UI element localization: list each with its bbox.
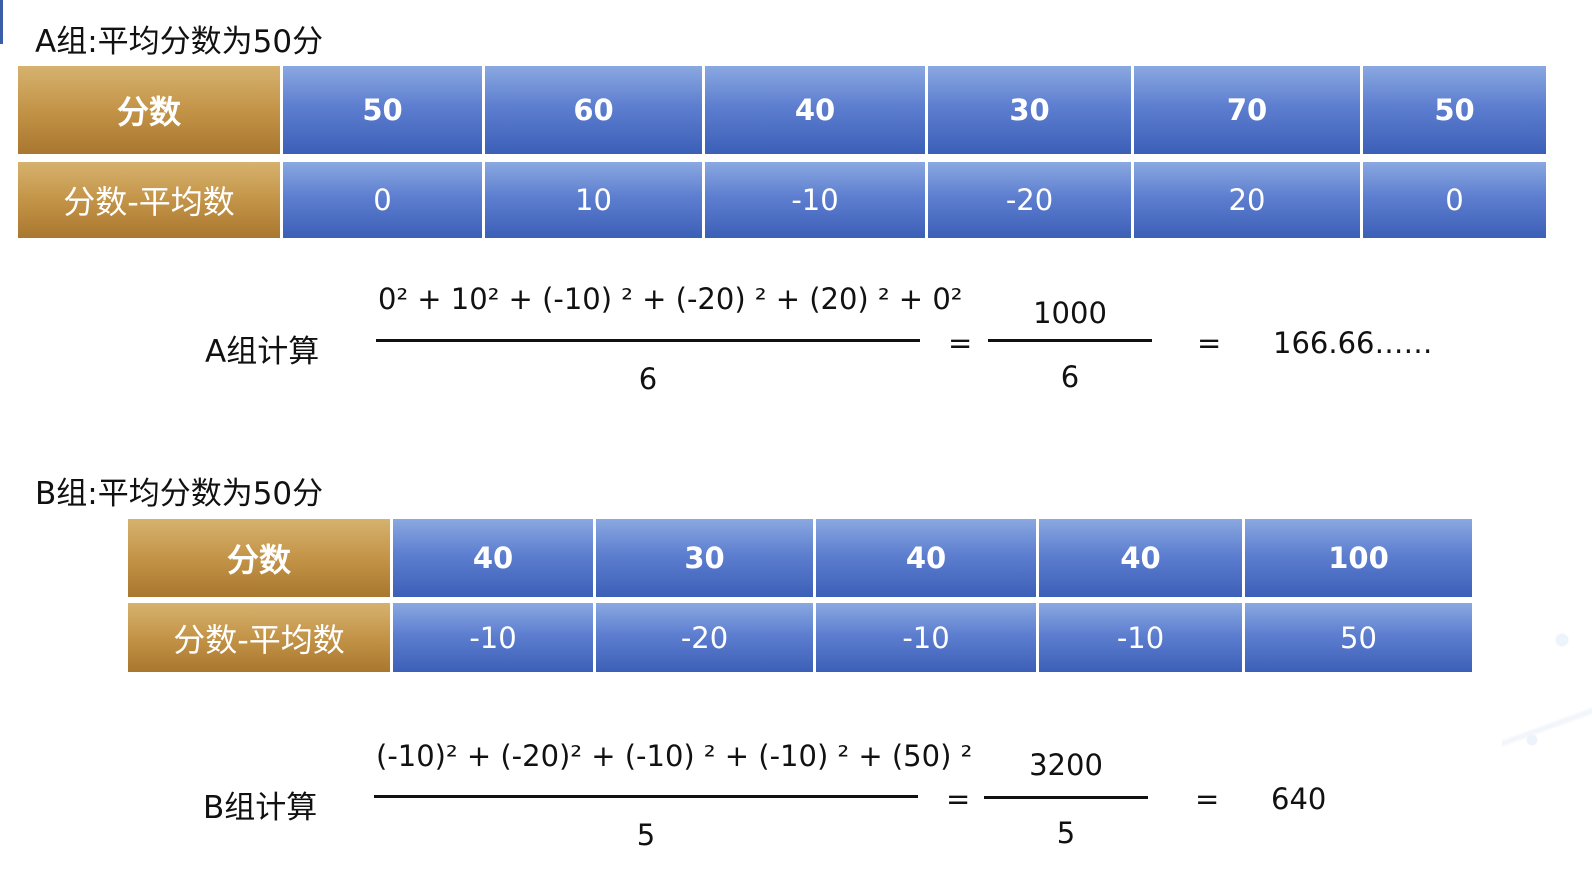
group-a-numerator: 0² + 10² + (-10) ² + (-20) ² + (20) ² + … [378, 282, 963, 316]
group-a-score-cell: 50 [1363, 66, 1546, 154]
group-a-score-cell: 50 [283, 66, 482, 154]
group-a-denominator: 6 [638, 362, 658, 396]
group-b-sum-denominator: 5 [1056, 816, 1076, 850]
group-a-deviation-row: 分数-平均数 0 10 -10 -20 20 0 [18, 162, 1546, 238]
group-b-equals-sign: = [946, 782, 971, 816]
group-a-score-cell: 60 [485, 66, 702, 154]
group-a-equals-sign: = [948, 326, 973, 360]
group-b-denominator: 5 [636, 818, 656, 852]
group-b-sum: 3200 [1029, 748, 1103, 782]
group-b-deviation-cell: -10 [1039, 603, 1242, 672]
group-b-deviation-header: 分数-平均数 [128, 603, 390, 672]
group-b-deviation-cell: -10 [816, 603, 1036, 672]
group-b-score-cell: 40 [393, 519, 593, 597]
slide-edge-accent [0, 0, 3, 44]
group-a-table: 分数 50 60 40 30 70 50 分数-平均数 0 10 -10 -20… [18, 66, 1546, 238]
group-a-score-cell: 40 [705, 66, 925, 154]
group-a-deviation-cell: 20 [1134, 162, 1360, 238]
group-a-deviation-cell: -10 [705, 162, 925, 238]
group-a-score-cell: 70 [1134, 66, 1360, 154]
group-a-score-header: 分数 [18, 66, 280, 154]
group-a-fraction-bar [376, 339, 920, 342]
group-a-equals-sign-2: = [1197, 326, 1222, 360]
group-a-sum-denominator: 6 [1060, 360, 1080, 394]
group-b-deviation-row: 分数-平均数 -10 -20 -10 -10 50 [128, 603, 1472, 672]
group-b-sum-fraction-bar [984, 796, 1148, 799]
group-b-calc-label: B组计算 [203, 790, 318, 826]
group-a-heading: A组:平均分数为50分 [35, 24, 324, 60]
group-b-score-row: 分数 40 30 40 40 100 [128, 519, 1472, 597]
group-a-sum-fraction-bar [988, 339, 1152, 342]
background-network-decoration [1502, 600, 1592, 876]
group-a-deviation-cell: 0 [1363, 162, 1546, 238]
group-b-table: 分数 40 30 40 40 100 分数-平均数 -10 -20 -10 -1… [128, 519, 1472, 672]
group-a-calc-label: A组计算 [205, 334, 320, 370]
group-b-heading: B组:平均分数为50分 [35, 476, 324, 512]
group-b-score-cell: 40 [816, 519, 1036, 597]
group-a-deviation-cell: 0 [283, 162, 482, 238]
group-b-score-cell: 40 [1039, 519, 1242, 597]
group-a-result: 166.66…… [1273, 326, 1433, 360]
group-b-fraction-bar [374, 795, 918, 798]
group-a-score-row: 分数 50 60 40 30 70 50 [18, 66, 1546, 154]
group-b-result: 640 [1271, 782, 1327, 816]
group-a-deviation-header: 分数-平均数 [18, 162, 280, 238]
group-a-sum: 1000 [1033, 296, 1107, 330]
group-b-score-cell: 100 [1245, 519, 1472, 597]
group-b-numerator: (-10)² + (-20)² + (-10) ² + (-10) ² + (5… [376, 739, 973, 773]
group-b-score-cell: 30 [596, 519, 813, 597]
group-a-score-cell: 30 [928, 66, 1131, 154]
group-a-deviation-cell: 10 [485, 162, 702, 238]
group-b-equals-sign-2: = [1195, 782, 1220, 816]
group-b-score-header: 分数 [128, 519, 390, 597]
group-b-deviation-cell: 50 [1245, 603, 1472, 672]
group-a-deviation-cell: -20 [928, 162, 1131, 238]
group-b-deviation-cell: -20 [596, 603, 813, 672]
group-b-deviation-cell: -10 [393, 603, 593, 672]
